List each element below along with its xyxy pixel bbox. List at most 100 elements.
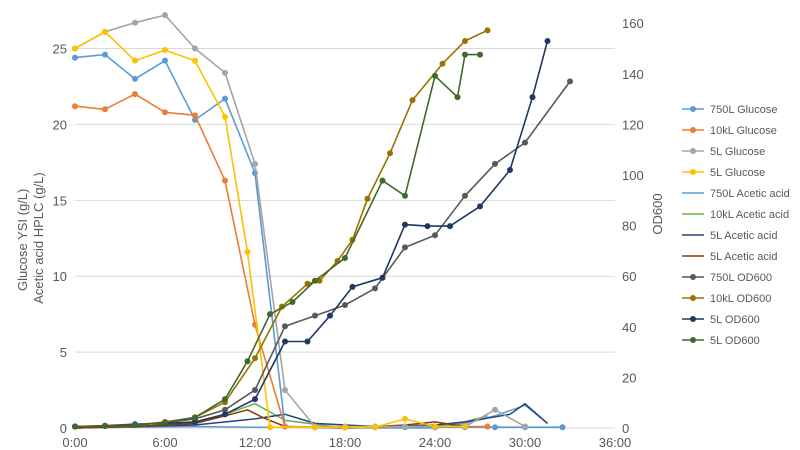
- y-right-tick-label: 100: [622, 168, 644, 183]
- legend-label: 750L Acetic acid: [710, 188, 790, 200]
- x-tick-label: 6:00: [152, 435, 177, 450]
- data-point: [312, 312, 318, 319]
- x-tick-label: 30:00: [509, 435, 542, 450]
- y-right-tick-label: 40: [622, 320, 636, 335]
- legend-swatch-marker: [690, 127, 696, 133]
- data-point: [222, 406, 228, 413]
- data-point: [364, 195, 371, 202]
- y-left-tick-label: 10: [53, 269, 67, 284]
- legend-item: 750L Glucose: [682, 104, 777, 116]
- legend-item: 750L Acetic acid: [682, 188, 790, 200]
- y-right-tick-label: 0: [622, 421, 629, 436]
- data-point: [484, 27, 491, 34]
- data-point: [492, 160, 498, 167]
- x-tick-label: 36:00: [599, 435, 632, 450]
- y-right-axis-title: OD600: [650, 193, 665, 234]
- data-point: [72, 423, 78, 430]
- data-point: [409, 97, 416, 104]
- data-point: [492, 424, 498, 431]
- legend-swatch-marker: [690, 274, 696, 280]
- legend-item: 5L Glucose: [682, 146, 765, 158]
- y-left-tick-label: 25: [53, 42, 67, 57]
- legend-label: 5L Glucose: [710, 167, 765, 179]
- data-point: [72, 103, 78, 110]
- series-line: [74, 53, 563, 429]
- data-point: [102, 28, 108, 35]
- data-point: [289, 299, 296, 306]
- data-point: [402, 192, 408, 199]
- data-point: [372, 285, 378, 292]
- data-point: [192, 414, 198, 421]
- legend-swatch-marker: [690, 148, 696, 154]
- data-point: [267, 311, 273, 318]
- series-line: [74, 93, 488, 429]
- legend-swatch-marker: [690, 169, 696, 175]
- y-left-tick-label: 20: [53, 117, 67, 132]
- data-point: [252, 396, 258, 403]
- data-point: [102, 106, 108, 113]
- series-line: [74, 80, 571, 428]
- y-right-tick-label: 80: [622, 219, 636, 234]
- y-left-title-line-1: Glucose YSI (g/L): [15, 189, 30, 291]
- data-point: [522, 139, 528, 146]
- legend-label: 10kL Acetic acid: [710, 209, 789, 221]
- y-left-tick-label: 15: [53, 193, 67, 208]
- data-point: [567, 78, 573, 85]
- y-right-axis-ticks: 0 20 40 60 80 100 120 140 160: [622, 16, 644, 436]
- legend-swatch-marker: [690, 295, 696, 301]
- data-point: [402, 221, 408, 228]
- legend-item: 10kL Glucose: [682, 125, 777, 137]
- data-point: [432, 423, 438, 430]
- series-7: [74, 409, 466, 429]
- y-left-title-line-2: Acetic acid HPLC (g/L): [31, 172, 46, 304]
- data-point: [477, 203, 483, 210]
- data-point: [162, 12, 168, 19]
- data-point: [222, 396, 228, 403]
- legend-item: 5L OD600: [682, 314, 760, 326]
- data-point: [222, 69, 228, 76]
- legend-item: 5L Glucose: [682, 167, 765, 179]
- data-point: [72, 54, 78, 61]
- legend-item: 5L Acetic acid: [682, 251, 777, 263]
- x-tick-label: 18:00: [329, 435, 362, 450]
- data-point: [484, 423, 491, 430]
- series-1: [72, 91, 491, 431]
- series-11: [72, 51, 483, 430]
- data-point: [349, 283, 356, 290]
- legend-label: 5L Acetic acid: [710, 230, 777, 242]
- data-point: [222, 411, 228, 418]
- y-left-tick-label: 5: [60, 345, 67, 360]
- y-right-tick-label: 120: [622, 117, 644, 132]
- data-point: [304, 338, 311, 345]
- data-point: [282, 387, 288, 394]
- data-point: [132, 57, 138, 64]
- series-8: [72, 78, 573, 430]
- data-point: [462, 37, 468, 44]
- legend-label: 5L Glucose: [710, 146, 765, 158]
- legend-label: 10kL OD600: [710, 293, 771, 305]
- legend-swatch-marker: [690, 337, 696, 343]
- x-tick-label: 0:00: [62, 435, 87, 450]
- series-0: [72, 51, 566, 431]
- data-point: [342, 255, 348, 261]
- data-point: [462, 423, 468, 430]
- data-point: [402, 423, 408, 430]
- data-point: [342, 424, 348, 431]
- legend-item: 10kL Acetic acid: [682, 209, 789, 221]
- legend-item: 5L OD600: [682, 335, 760, 347]
- data-point: [282, 323, 288, 330]
- y-right-tick-label: 140: [622, 67, 644, 82]
- legend-swatch-marker: [690, 316, 696, 322]
- legend-swatch-marker: [690, 106, 696, 112]
- data-point: [327, 312, 333, 319]
- legend-item: 750L OD600: [682, 272, 772, 284]
- y-right-tick-label: 20: [622, 370, 636, 385]
- data-point: [132, 19, 138, 26]
- data-point: [132, 421, 138, 428]
- series-line: [74, 53, 480, 428]
- data-point: [192, 112, 198, 119]
- data-point: [522, 423, 528, 430]
- legend-label: 5L OD600: [710, 335, 760, 347]
- data-point: [432, 72, 438, 79]
- series-line: [74, 40, 549, 428]
